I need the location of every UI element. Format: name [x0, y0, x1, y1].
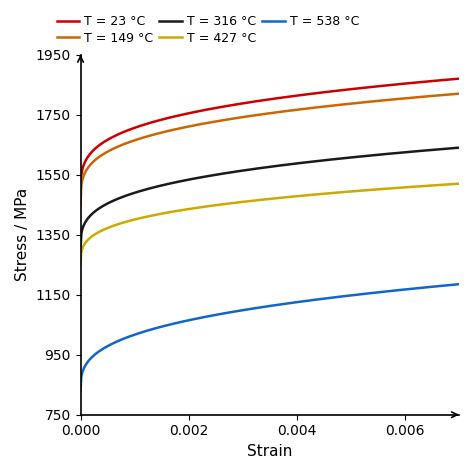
T = 316 °C: [388, 151, 393, 156]
T = 149 °C: [456, 91, 462, 97]
T = 538 °C: [260, 304, 265, 310]
T = 427 °C: [456, 181, 462, 187]
T = 538 °C: [257, 305, 263, 310]
T = 316 °C: [303, 160, 309, 165]
T = 316 °C: [78, 247, 83, 253]
T = 23 °C: [388, 82, 393, 88]
Line: T = 538 °C: T = 538 °C: [81, 284, 459, 391]
T = 427 °C: [388, 185, 393, 191]
Line: T = 427 °C: T = 427 °C: [81, 184, 459, 264]
T = 149 °C: [257, 112, 263, 118]
T = 538 °C: [388, 288, 393, 294]
Line: T = 316 °C: T = 316 °C: [81, 148, 459, 250]
T = 316 °C: [257, 165, 263, 171]
T = 538 °C: [78, 388, 83, 393]
Line: T = 149 °C: T = 149 °C: [81, 94, 459, 205]
T = 23 °C: [303, 91, 309, 97]
Legend: T = 23 °C, T = 149 °C, T = 316 °C, T = 427 °C, T = 538 °C: T = 23 °C, T = 149 °C, T = 316 °C, T = 4…: [56, 15, 359, 45]
T = 538 °C: [303, 298, 309, 304]
T = 316 °C: [456, 145, 462, 151]
T = 538 °C: [456, 282, 462, 287]
T = 23 °C: [260, 98, 265, 103]
Y-axis label: Stress / MPa: Stress / MPa: [15, 188, 30, 281]
T = 23 °C: [283, 94, 288, 100]
X-axis label: Strain: Strain: [247, 444, 292, 459]
T = 149 °C: [303, 106, 309, 111]
T = 427 °C: [447, 182, 453, 187]
T = 427 °C: [283, 194, 288, 200]
T = 538 °C: [283, 301, 288, 307]
T = 538 °C: [447, 282, 453, 288]
T = 149 °C: [388, 97, 393, 102]
T = 316 °C: [260, 165, 265, 171]
T = 316 °C: [283, 162, 288, 168]
T = 427 °C: [260, 197, 265, 202]
T = 23 °C: [257, 98, 263, 103]
T = 23 °C: [78, 193, 83, 199]
T = 427 °C: [303, 192, 309, 198]
T = 149 °C: [260, 111, 265, 117]
T = 149 °C: [447, 91, 453, 97]
T = 427 °C: [78, 262, 83, 267]
T = 316 °C: [447, 146, 453, 151]
T = 23 °C: [456, 76, 462, 82]
T = 23 °C: [447, 77, 453, 82]
T = 149 °C: [78, 202, 83, 208]
Line: T = 23 °C: T = 23 °C: [81, 79, 459, 196]
T = 427 °C: [257, 197, 263, 203]
T = 149 °C: [283, 109, 288, 114]
